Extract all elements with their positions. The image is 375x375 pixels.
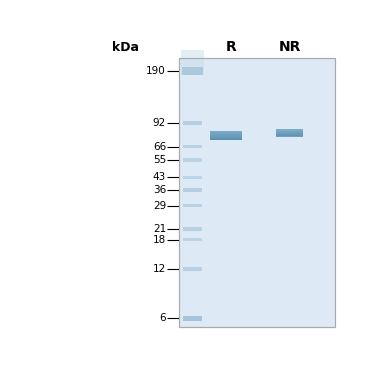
Bar [183,176,202,179]
Text: 92: 92 [153,118,166,128]
Bar [183,145,202,148]
Bar [276,135,303,136]
Bar [276,136,303,137]
Bar [210,132,242,133]
Bar [210,131,242,132]
Bar [183,121,202,125]
Text: kDa: kDa [112,41,139,54]
Bar [276,131,303,132]
Bar [276,129,303,130]
Text: NR: NR [278,40,301,54]
Bar [276,130,303,131]
Text: 21: 21 [153,224,166,234]
Bar [276,130,303,131]
Bar [276,135,303,136]
Bar [210,135,242,136]
Text: 29: 29 [153,201,166,211]
Text: 55: 55 [153,155,166,165]
Bar [276,134,303,135]
Text: R: R [226,40,237,54]
Bar [210,133,242,134]
Bar [210,131,242,132]
Bar [210,138,242,139]
Bar [179,58,334,327]
Bar [210,136,242,137]
Bar [210,134,242,135]
Bar [183,227,202,231]
Bar [182,50,204,75]
Bar [179,58,334,327]
Text: 36: 36 [153,185,166,195]
Text: 12: 12 [153,264,166,274]
Bar [210,139,242,140]
Bar [183,267,202,270]
Bar [210,133,242,134]
Bar [276,132,303,133]
Bar [183,158,202,162]
Bar [183,204,202,207]
Bar [210,137,242,138]
Text: 66: 66 [153,142,166,152]
Bar [183,238,202,242]
Bar [276,129,303,130]
Bar [276,134,303,135]
Bar [276,133,303,134]
Text: 6: 6 [159,314,166,323]
Bar [210,134,242,135]
Text: 18: 18 [153,235,166,245]
Bar [210,138,242,139]
Bar [210,132,242,133]
Bar [276,134,303,135]
Bar [183,316,202,321]
Bar [276,131,303,132]
Bar [276,131,303,132]
Bar [276,133,303,134]
Text: 43: 43 [153,172,166,182]
Bar [276,130,303,131]
Bar [276,132,303,133]
Text: 190: 190 [146,66,166,76]
Bar [210,137,242,138]
Bar [183,188,202,192]
Bar [210,135,242,136]
Bar [182,67,203,75]
Bar [210,139,242,140]
Bar [210,136,242,137]
